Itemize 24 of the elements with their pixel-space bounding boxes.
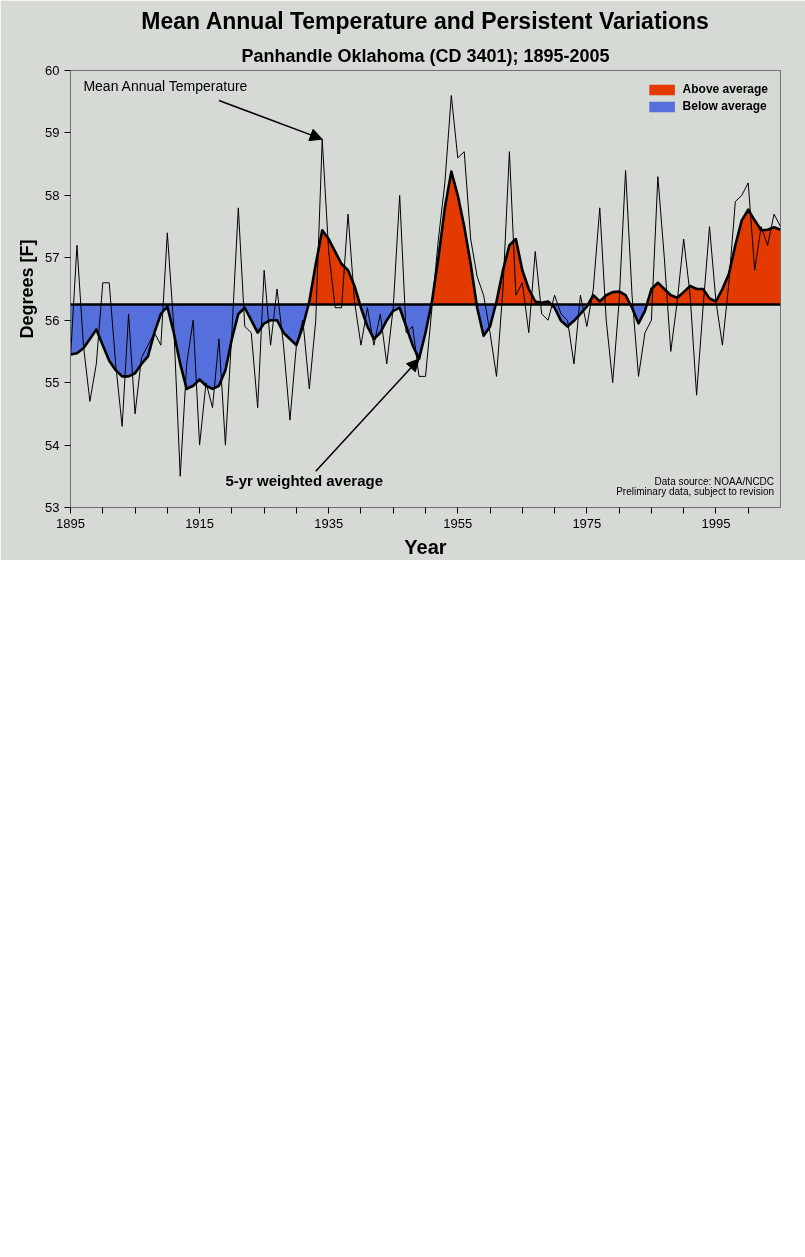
y-tick-label: 57	[45, 250, 60, 266]
x-axis-title: Year	[404, 535, 447, 558]
legend-label: Above average	[682, 82, 768, 96]
x-tick-label: 1975	[572, 515, 602, 531]
annotation: Mean Annual Temperature	[83, 78, 248, 95]
y-tick-label: 56	[45, 312, 60, 328]
annotation: 5-yr weighted average	[225, 472, 383, 490]
y-tick-label: 58	[45, 187, 60, 203]
y-tick-label: 59	[45, 125, 60, 141]
x-tick-label: 1995	[701, 515, 731, 531]
y-tick-label: 55	[45, 375, 60, 391]
y-tick-label: 53	[45, 500, 60, 515]
chart-subtitle: Panhandle Oklahoma (CD 3401); 1895-2005	[241, 45, 610, 66]
x-tick-label: 1895	[56, 515, 85, 531]
annotation: Preliminary data, subject to revision	[616, 485, 775, 497]
y-tick-label: 54	[45, 437, 60, 453]
chart-title: Mean Annual Temperature and Persistent Variations	[141, 7, 709, 34]
y-tick-label: 60	[45, 63, 60, 78]
annotation: Data source: NOAA/NCDC	[654, 475, 775, 487]
legend-label: Below average	[682, 99, 767, 113]
x-tick-label: 1935	[314, 515, 344, 531]
x-tick-label: 1915	[185, 515, 215, 531]
y-axis-title: Degrees [F]	[17, 239, 38, 339]
x-tick-label: 1955	[443, 515, 473, 531]
